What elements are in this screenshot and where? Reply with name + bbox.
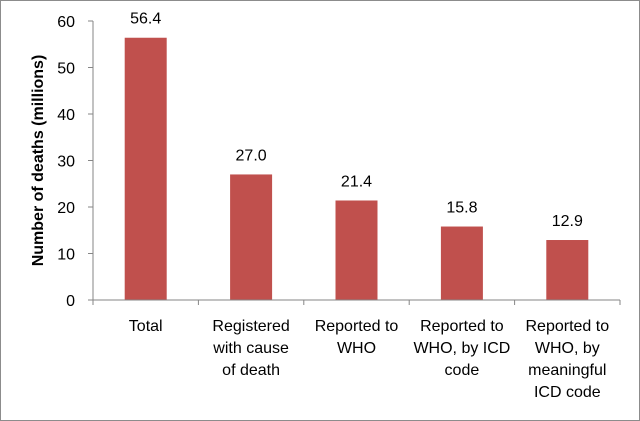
x-category-label: WHO — [337, 340, 376, 357]
x-category-label: of death — [222, 362, 280, 379]
y-axis-title: Number of deaths (millions) — [30, 55, 47, 267]
x-axis-labels: Total Registered with cause of death Reporte… — [129, 318, 609, 401]
y-axis-ticks: 0 10 20 30 40 50 60 — [57, 14, 93, 310]
x-category-label: code — [445, 362, 480, 379]
y-tick-label: 50 — [57, 61, 75, 78]
x-category-label: WHO, by — [535, 340, 600, 357]
x-category-label: WHO, by ICD — [413, 340, 510, 357]
bar — [440, 226, 483, 300]
bars — [124, 37, 589, 301]
y-tick-label: 0 — [66, 293, 75, 310]
x-category-label: ICD code — [534, 384, 601, 401]
x-category-label: Reported to — [315, 318, 399, 335]
data-label: 56.4 — [130, 11, 161, 28]
bar — [124, 37, 167, 301]
x-category-label: with cause — [212, 340, 289, 357]
x-category-label: Reported to — [525, 318, 609, 335]
bar — [546, 240, 589, 300]
data-label: 15.8 — [446, 200, 477, 217]
y-tick-label: 60 — [57, 14, 75, 31]
x-category-label: meaningful — [528, 362, 606, 379]
x-category-label: Registered — [212, 318, 289, 335]
data-label: 27.0 — [236, 147, 267, 164]
y-tick-label: 20 — [57, 200, 75, 217]
x-category-label: Reported to — [420, 318, 504, 335]
x-category-label: Total — [129, 318, 163, 335]
data-label: 21.4 — [341, 173, 372, 190]
y-tick-label: 40 — [57, 107, 75, 124]
data-labels: 56.4 27.0 21.4 15.8 12.9 — [130, 11, 583, 230]
data-label: 12.9 — [552, 213, 583, 230]
bar — [335, 200, 378, 300]
y-tick-label: 10 — [57, 247, 75, 264]
bar — [230, 174, 273, 300]
y-tick-label: 30 — [57, 154, 75, 171]
